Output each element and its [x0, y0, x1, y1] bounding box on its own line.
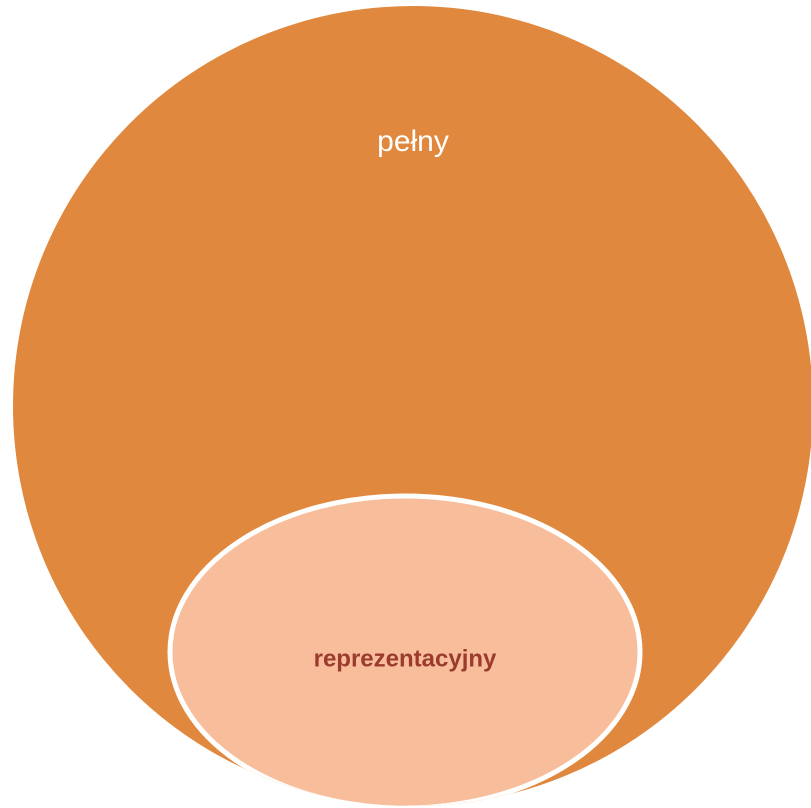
- inner-ellipse: [167, 493, 643, 806]
- inner-label: reprezentacyjny: [314, 645, 497, 672]
- outer-label: pełny: [377, 125, 449, 158]
